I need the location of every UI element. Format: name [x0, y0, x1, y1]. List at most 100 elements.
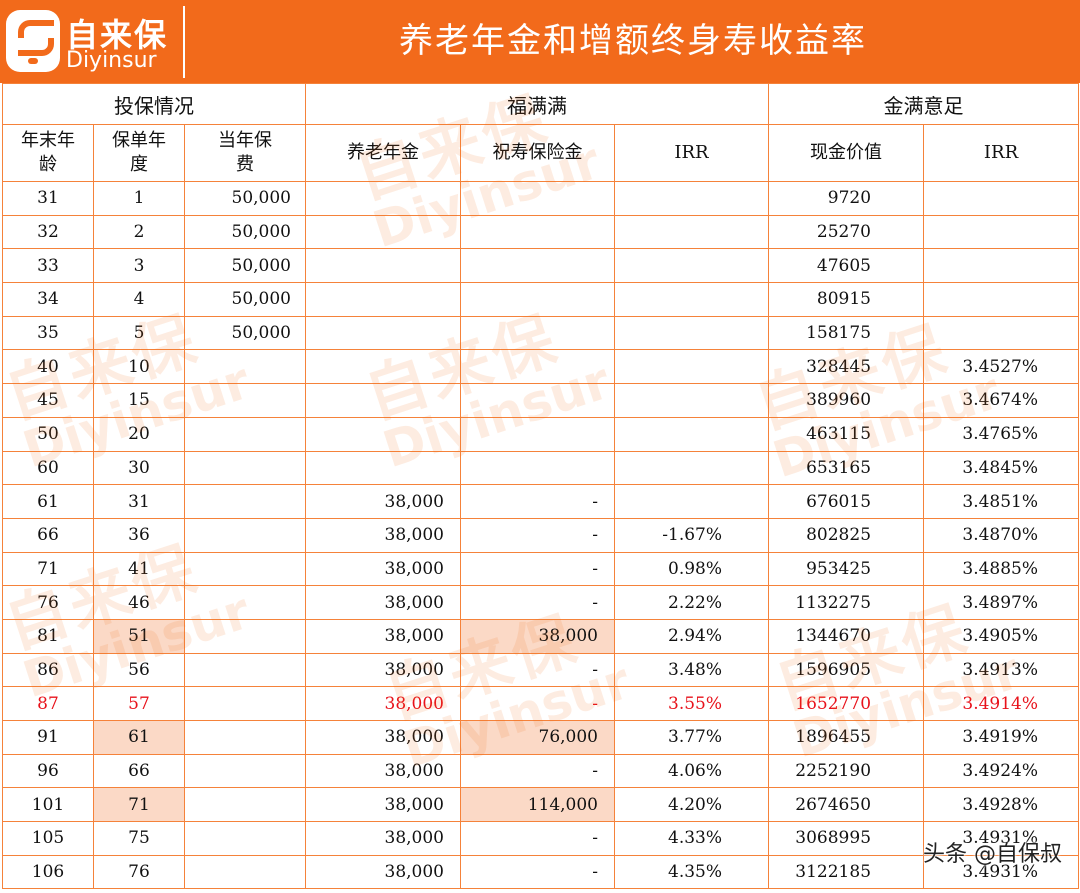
cell-fmm-irr — [613, 214, 770, 250]
cell-premium — [184, 652, 306, 688]
col-header-longevity-benefit: 祝寿保险金 — [460, 124, 615, 182]
cell-longevity-benefit — [460, 282, 615, 317]
table-row: 61 31 38,000- 676015 3.4851% — [2, 484, 1080, 519]
cell-annuity: 38,000 — [305, 484, 461, 519]
cell-cash-value: 676015 — [768, 484, 925, 519]
cell-annuity: 38,000 — [305, 551, 461, 587]
cell-longevity-benefit: 76,000 — [460, 720, 615, 755]
table-row: 66 36 38,000- -1.67% 802825 3.4870% — [2, 517, 1080, 553]
cell-fmm-irr: 3.77% — [613, 720, 770, 755]
cell-longevity-benefit: 38,000 — [460, 618, 615, 654]
cell-jmyz-irr — [923, 214, 1080, 250]
cell-annuity: 38,000 — [305, 821, 461, 856]
table-row: 105 75 38,000-4.33% 3068995 3.4931% — [2, 821, 1080, 856]
cell-age: 45 — [2, 383, 94, 418]
irr-table: 投保情况 福满满 金满意足 年末年龄 保单年度 当年保费 养老年金 祝寿保险金 … — [2, 83, 1080, 890]
cell-annuity: 38,000 — [305, 585, 461, 620]
cell-age: 105 — [2, 821, 94, 856]
cell-policy-year: 57 — [93, 686, 185, 721]
cell-cash-value: 1596905 — [768, 652, 925, 688]
cell-premium — [184, 484, 306, 519]
cell-jmyz-irr: 3.4845% — [923, 450, 1080, 486]
cell-age: 76 — [2, 585, 94, 620]
cell-annuity — [305, 349, 461, 385]
cell-annuity — [305, 450, 461, 486]
table-row: 101 71 38,000 114,000 4.20% 2674650 3.4928% — [2, 787, 1080, 823]
cell-cash-value: 328445 — [768, 349, 925, 385]
cell-fmm-irr: 4.06% — [613, 753, 770, 789]
cell-jmyz-irr: 3.4928% — [923, 787, 1080, 823]
cell-cash-value: 389960 — [768, 383, 925, 418]
cell-policy-year: 2 — [93, 214, 185, 250]
cell-premium: 50,000 — [184, 282, 306, 317]
cell-policy-year: 61 — [93, 720, 185, 755]
cell-jmyz-irr: 3.4851% — [923, 484, 1080, 519]
cell-fmm-irr — [613, 282, 770, 317]
cell-jmyz-irr: 3.4674% — [923, 383, 1080, 418]
cell-jmyz-irr: 3.4931% — [923, 821, 1080, 856]
brand-name-en: Diyinsur — [66, 48, 157, 73]
cell-premium — [184, 787, 306, 823]
cell-annuity: 38,000 — [305, 618, 461, 654]
table-row: 34 4 50,000 80915 — [2, 282, 1080, 317]
cell-policy-year: 30 — [93, 450, 185, 486]
cell-longevity-benefit — [460, 248, 615, 284]
brand-logo: 自来保 Diyinsur — [0, 0, 183, 83]
cell-fmm-irr — [613, 315, 770, 351]
cell-age: 101 — [2, 787, 94, 823]
cell-premium — [184, 450, 306, 486]
cell-age: 86 — [2, 652, 94, 688]
cell-premium — [184, 585, 306, 620]
cell-cash-value: 2252190 — [768, 753, 925, 789]
cell-jmyz-irr: 3.4914% — [923, 686, 1080, 721]
cell-age: 71 — [2, 551, 94, 587]
table-row: 33 3 50,000 47605 — [2, 248, 1080, 284]
cell-annuity — [305, 248, 461, 284]
col-header-cash-value: 现金价值 — [768, 124, 925, 182]
cell-premium — [184, 686, 306, 721]
cell-policy-year: 66 — [93, 753, 185, 789]
cell-longevity-benefit — [460, 214, 615, 250]
table-row: 31 1 50,000 9720 — [2, 181, 1080, 216]
cell-jmyz-irr — [923, 181, 1080, 216]
table-row: 40 10 328445 3.4527% — [2, 349, 1080, 385]
cell-policy-year: 4 — [93, 282, 185, 317]
group-header-fmm: 福满满 — [304, 83, 770, 125]
cell-jmyz-irr: 3.4931% — [923, 854, 1080, 890]
cell-policy-year: 41 — [93, 551, 185, 587]
col-header-premium: 当年保费 — [184, 124, 306, 182]
cell-jmyz-irr: 3.4765% — [923, 416, 1080, 452]
cell-jmyz-irr: 3.4897% — [923, 585, 1080, 620]
cell-premium — [184, 821, 306, 856]
cell-cash-value: 1344670 — [768, 618, 925, 654]
cell-longevity-benefit: - — [460, 854, 615, 890]
cell-longevity-benefit: 114,000 — [460, 787, 615, 823]
cell-cash-value: 1652770 — [768, 686, 925, 721]
cell-policy-year: 51 — [93, 618, 185, 654]
cell-jmyz-irr — [923, 282, 1080, 317]
cell-annuity — [305, 181, 461, 216]
table-row: 96 66 38,000-4.06% 2252190 3.4924% — [2, 753, 1080, 789]
cell-cash-value: 47605 — [768, 248, 925, 284]
cell-annuity: 38,000 — [305, 652, 461, 688]
cell-policy-year: 76 — [93, 854, 185, 890]
cell-longevity-benefit — [460, 383, 615, 418]
cell-policy-year: 15 — [93, 383, 185, 418]
table-row: 32 2 50,000 25270 — [2, 214, 1080, 250]
cell-premium — [184, 517, 306, 553]
brand-name-cn: 自来保 — [66, 16, 169, 54]
header-bar: 自来保 Diyinsur 养老年金和增额终身寿收益率 — [0, 0, 1080, 83]
cell-jmyz-irr: 3.4870% — [923, 517, 1080, 553]
col-header-fmm-irr: IRR — [613, 124, 770, 182]
cell-cash-value: 2674650 — [768, 787, 925, 823]
cell-premium — [184, 416, 306, 452]
cell-cash-value: 3068995 — [768, 821, 925, 856]
cell-jmyz-irr: 3.4919% — [923, 720, 1080, 755]
cell-fmm-irr: 2.22% — [613, 585, 770, 620]
cell-fmm-irr — [613, 484, 770, 519]
cell-longevity-benefit: - — [460, 551, 615, 587]
cell-policy-year: 5 — [93, 315, 185, 351]
group-header-invest: 投保情况 — [2, 83, 306, 125]
cell-age: 106 — [2, 854, 94, 890]
page-title: 养老年金和增额终身寿收益率 — [399, 21, 867, 61]
